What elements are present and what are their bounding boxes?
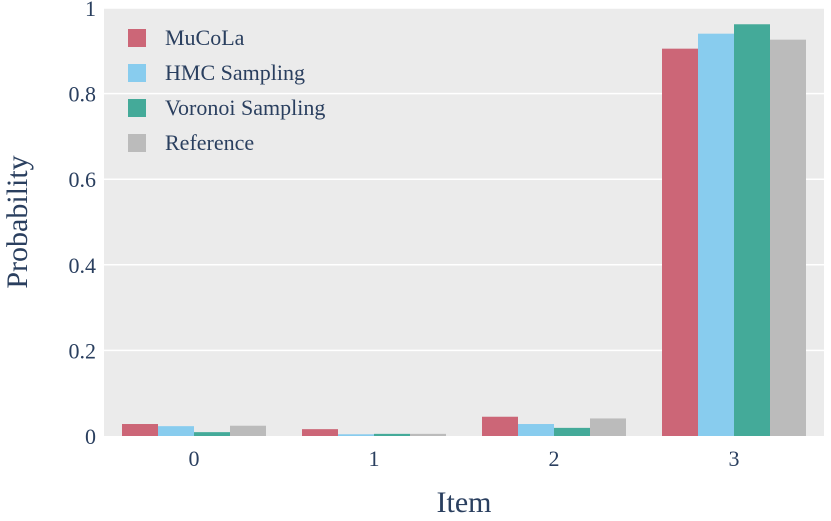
bar (374, 433, 410, 436)
bar (698, 33, 734, 437)
bar (302, 429, 338, 436)
x-tick-labels: 0 1 2 3 (189, 446, 740, 471)
y-axis-title: Probability (1, 155, 34, 288)
x-tick-label: 2 (549, 446, 560, 471)
bar (230, 425, 266, 436)
legend-swatch (128, 64, 146, 82)
legend-swatch (128, 134, 146, 152)
y-tick-label: 0 (85, 424, 96, 449)
bar (158, 426, 194, 436)
bar (410, 433, 446, 436)
y-tick-labels: 0 0.2 0.4 0.6 0.8 1 (69, 0, 97, 449)
bar (482, 416, 518, 436)
legend-label: Voronoi Sampling (165, 95, 325, 120)
bar (122, 424, 158, 436)
bar (590, 418, 626, 436)
x-axis-title: Item (437, 486, 492, 519)
legend: MuCoLa HMC Sampling Voronoi Sampling Refere… (128, 25, 325, 155)
y-tick-label: 1 (85, 0, 96, 21)
legend-label: MuCoLa (165, 25, 245, 50)
y-tick-label: 0.6 (69, 167, 97, 192)
legend-swatch (128, 29, 146, 47)
bar (734, 24, 770, 436)
y-tick-label: 0.2 (69, 338, 97, 363)
legend-swatch (128, 99, 146, 117)
y-tick-label: 0.4 (69, 253, 97, 278)
legend-label: Reference (165, 130, 254, 155)
bar (770, 39, 806, 437)
y-tick-label: 0.8 (69, 82, 97, 107)
bar (554, 427, 590, 436)
x-tick-label: 0 (189, 446, 200, 471)
bar (194, 432, 230, 436)
x-tick-label: 1 (369, 446, 380, 471)
bar (338, 434, 374, 436)
bar (518, 424, 554, 436)
bar (662, 48, 698, 436)
legend-label: HMC Sampling (165, 60, 305, 85)
bars (122, 24, 806, 437)
x-tick-label: 3 (729, 446, 740, 471)
